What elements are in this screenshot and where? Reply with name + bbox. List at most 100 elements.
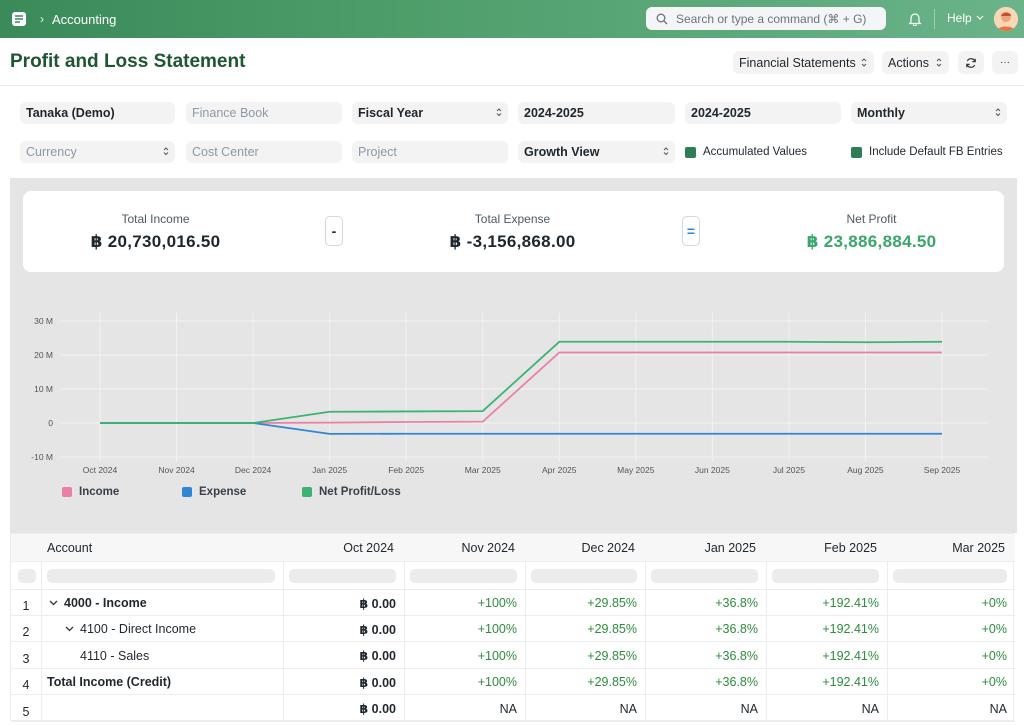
value-cell[interactable]: +192.41% xyxy=(822,596,879,610)
table-row[interactable]: 2 4100 - Direct Income ฿ 0.00 +100% +29.85% +… xyxy=(11,616,1015,643)
periodicity-select[interactable]: Monthly xyxy=(851,102,1007,124)
value-cell[interactable]: +192.41% xyxy=(822,648,879,663)
row-index: 5 xyxy=(22,704,30,719)
value-cell[interactable]: ฿ 0.00 xyxy=(359,702,397,717)
chevron-down-icon xyxy=(976,15,984,20)
value-cell[interactable]: +192.41% xyxy=(822,675,879,690)
value-cell[interactable]: ฿ 0.00 xyxy=(359,596,397,611)
account-name: 4000 - Income xyxy=(64,596,147,610)
legend-expense[interactable]: Expense xyxy=(182,486,246,498)
checkbox-checked-icon xyxy=(685,146,696,158)
column-filter-input[interactable] xyxy=(410,569,517,583)
value-cell[interactable]: +0% xyxy=(981,648,1007,663)
table-row[interactable]: 4 Total Income (Credit) ฿ 0.00 +100% +29.85%… xyxy=(11,669,1015,696)
chevron-down-icon[interactable] xyxy=(49,600,58,606)
company-select[interactable]: Tanaka (Demo) xyxy=(20,102,175,124)
project-input[interactable]: Project xyxy=(352,141,508,163)
view-select[interactable]: Growth View xyxy=(518,141,675,163)
value-cell[interactable]: +100% xyxy=(477,675,517,690)
column-filter-input[interactable] xyxy=(893,569,1007,583)
legend-net-profit[interactable]: Net Profit/Loss xyxy=(302,486,401,498)
value-cell[interactable]: ฿ 0.00 xyxy=(359,622,397,637)
financial-statements-button[interactable]: Financial Statements xyxy=(733,51,874,74)
column-filter-input[interactable] xyxy=(772,569,879,583)
value-cell[interactable]: ฿ 0.00 xyxy=(359,675,397,690)
table-row[interactable]: 5 ฿ 0.00 NA NA NA NA NA xyxy=(11,696,1015,722)
legend-label-income: Income xyxy=(79,486,120,498)
column-header[interactable]: Dec 2024 xyxy=(581,541,635,555)
value-cell[interactable]: +29.85% xyxy=(587,596,637,610)
value-cell[interactable]: +29.85% xyxy=(587,648,637,663)
column-header[interactable]: Oct 2024 xyxy=(343,541,394,555)
column-filter-input[interactable] xyxy=(289,569,396,583)
accumulated-values-checkbox[interactable]: Accumulated Values xyxy=(685,146,807,158)
table-row[interactable]: 1 4000 - Income ฿ 0.00 +100% +29.85% +36.8% +1… xyxy=(11,590,1015,616)
cost-center-input[interactable]: Cost Center xyxy=(186,141,342,163)
select-caret-icon xyxy=(163,147,169,156)
account-cell[interactable]: Total Income (Credit) xyxy=(47,669,171,695)
value-cell[interactable]: NA xyxy=(619,701,637,716)
value-cell[interactable]: +100% xyxy=(477,648,517,663)
app-logo-icon[interactable] xyxy=(10,10,28,28)
x-tick-label: Nov 2024 xyxy=(158,465,195,475)
actions-button[interactable]: Actions xyxy=(882,51,949,74)
column-header[interactable]: Account xyxy=(47,541,93,555)
value-cell[interactable]: NA xyxy=(740,701,758,716)
y-tick-label: 20 M xyxy=(34,350,53,360)
help-dropdown[interactable]: Help xyxy=(947,11,984,25)
value-cell[interactable]: +36.8% xyxy=(715,675,758,690)
filter-based-on-select[interactable]: Fiscal Year xyxy=(352,102,508,124)
value-cell[interactable]: +36.8% xyxy=(715,596,758,610)
row-filter-placeholder[interactable] xyxy=(18,569,36,583)
value-cell[interactable]: +100% xyxy=(477,622,517,637)
legend-income[interactable]: Income xyxy=(62,486,119,498)
bell-icon[interactable] xyxy=(908,11,922,31)
column-header[interactable]: Feb 2025 xyxy=(824,541,877,555)
finance-book-input[interactable]: Finance Book xyxy=(186,102,342,124)
value-cell[interactable]: +0% xyxy=(981,675,1007,690)
value-cell[interactable]: +36.8% xyxy=(715,648,758,663)
value-cell[interactable]: +29.85% xyxy=(587,675,637,690)
to-fiscal-year-input[interactable]: 2024-2025 xyxy=(685,102,841,124)
total-expense-label: Total Expense xyxy=(474,212,551,226)
account-cell[interactable]: 4000 - Income xyxy=(49,590,147,616)
column-filter-input[interactable] xyxy=(651,569,758,583)
more-button[interactable]: ··· xyxy=(992,51,1018,74)
account-cell[interactable]: 4110 - Sales xyxy=(80,643,149,669)
legend-label-net-profit: Net Profit/Loss xyxy=(319,486,401,498)
account-cell[interactable]: 4100 - Direct Income xyxy=(65,616,196,642)
refresh-button[interactable] xyxy=(958,51,984,74)
chevron-down-icon[interactable] xyxy=(65,626,74,632)
breadcrumb-accounting[interactable]: Accounting xyxy=(52,11,117,27)
include-default-fb-checkbox[interactable]: Include Default FB Entries xyxy=(851,146,1003,158)
column-filter-input[interactable] xyxy=(531,569,637,583)
chevron-right-icon: › xyxy=(40,12,44,26)
top-navbar: › Accounting Search or type a command (⌘… xyxy=(0,0,1024,38)
search-bar[interactable]: Search or type a command (⌘ + G) xyxy=(646,7,886,30)
select-caret-icon xyxy=(496,108,502,117)
row-index: 4 xyxy=(22,678,30,693)
column-header[interactable]: Jan 2025 xyxy=(704,541,756,555)
currency-select[interactable]: Currency xyxy=(20,141,175,163)
value-cell[interactable]: +29.85% xyxy=(587,622,637,637)
value-cell[interactable]: +0% xyxy=(981,596,1007,610)
profit-loss-line-chart: 30 M 20 M 10 M 0 -10 M Oct 2024 Nov 2024 Dec 20… xyxy=(31,313,988,475)
filter-based-on-value: Fiscal Year xyxy=(358,106,424,120)
column-filter-input[interactable] xyxy=(47,569,275,583)
periodicity-value: Monthly xyxy=(857,106,905,120)
value-cell[interactable]: +100% xyxy=(477,596,517,610)
table-row[interactable]: 3 4110 - Sales ฿ 0.00 +100% +29.85% +36.8% +19… xyxy=(11,643,1015,669)
value-cell[interactable]: +36.8% xyxy=(715,622,758,637)
column-header[interactable]: Nov 2024 xyxy=(461,541,515,555)
legend-swatch-expense xyxy=(182,487,192,497)
from-fiscal-year-input[interactable]: 2024-2025 xyxy=(518,102,675,124)
column-header[interactable]: Mar 2025 xyxy=(952,541,1005,555)
value-cell[interactable]: NA xyxy=(499,701,517,716)
series-line-income xyxy=(100,351,942,424)
value-cell[interactable]: +192.41% xyxy=(822,622,879,637)
avatar[interactable] xyxy=(994,7,1018,31)
value-cell[interactable]: NA xyxy=(989,701,1007,716)
value-cell[interactable]: NA xyxy=(861,701,879,716)
value-cell[interactable]: ฿ 0.00 xyxy=(359,649,397,664)
value-cell[interactable]: +0% xyxy=(981,622,1007,637)
